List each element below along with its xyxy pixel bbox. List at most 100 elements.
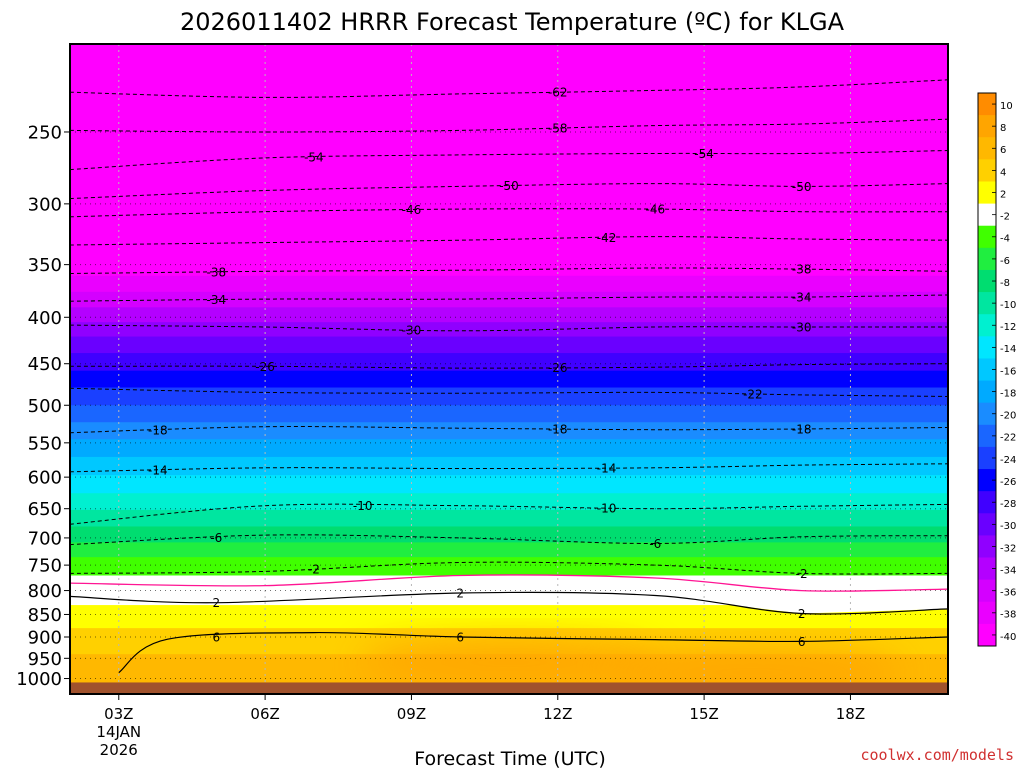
x-tick-label-5-0: 18Z — [836, 705, 865, 723]
temp-band-4 — [70, 322, 948, 338]
contour-line-1 — [70, 118, 948, 133]
contour-line-12 — [70, 463, 948, 473]
gridlines — [70, 44, 948, 683]
axes: 2503003504004505005506006507007508008509… — [16, 43, 949, 759]
colorbar-swatch-1 — [978, 115, 996, 138]
colorbar-swatch-9 — [978, 292, 996, 315]
contour-label-14-1: -6 — [649, 537, 661, 551]
contour-line-17 — [70, 591, 948, 615]
contour-line-15 — [70, 561, 948, 575]
y-tick-label-4: 450 — [28, 354, 62, 375]
contour-label-18-2: 6 — [798, 635, 806, 649]
colorbar-swatch-3 — [978, 159, 996, 182]
colorbar-tick-label-8: -8 — [1000, 278, 1010, 289]
colorbar-tick-label-18: -28 — [1000, 499, 1016, 510]
colorbar-swatch-19 — [978, 513, 996, 536]
temp-band-5 — [70, 336, 948, 354]
contour-label-1-0: -58 — [548, 122, 568, 136]
x-tick-label-2-0: 09Z — [397, 705, 426, 723]
contour-line-13 — [70, 503, 948, 525]
colorbar-tick-label-15: -22 — [1000, 433, 1016, 444]
credit-text: coolwx.com/models — [860, 746, 1014, 764]
contour-line-10 — [70, 387, 948, 397]
x-tick-label-0-2: 2026 — [100, 741, 138, 759]
colorbar-tick-label-24: -40 — [1000, 632, 1016, 643]
contour-label-9-1: -26 — [548, 361, 568, 375]
colorbar-tick-label-17: -26 — [1000, 477, 1016, 488]
contour-label-15-0: -2 — [308, 563, 320, 577]
contour-line-18 — [118, 631, 948, 674]
contour-label-12-1: -14 — [597, 461, 617, 475]
temp-band-17 — [70, 542, 948, 558]
y-tick-label-0: 250 — [28, 122, 62, 143]
plot-frame — [69, 43, 949, 695]
contour-line-3 — [70, 183, 948, 200]
colorbar-tick-label-22: -36 — [1000, 588, 1016, 599]
colorbar-swatch-24 — [978, 623, 996, 647]
contour-label-5-0: -42 — [597, 231, 617, 245]
y-tick-label-13: 900 — [28, 627, 62, 648]
colorbar-tick-label-3: 4 — [1000, 167, 1006, 178]
colorbar-tick-label-4: 2 — [1000, 189, 1006, 200]
colorbar-swatch-14 — [978, 402, 996, 426]
colorbar-swatch-12 — [978, 358, 996, 381]
contour-label-2-0: -54 — [304, 151, 324, 165]
colorbar-tick-label-0: 10 — [1000, 101, 1013, 112]
y-tick-label-3: 400 — [28, 308, 62, 329]
contour-label-3-0: -50 — [499, 179, 519, 193]
temp-band-8 — [70, 387, 948, 406]
colorbar-swatch-4 — [978, 181, 996, 204]
colorbar-tick-label-23: -38 — [1000, 610, 1016, 621]
y-tick-label-10: 750 — [28, 556, 62, 577]
temp-band-7 — [70, 370, 948, 389]
colorbar-tick-label-7: -6 — [1000, 256, 1010, 267]
colorbar-tick-label-11: -14 — [1000, 344, 1016, 355]
colorbar-swatch-22 — [978, 579, 996, 603]
temp-band-14 — [70, 493, 948, 511]
x-tick-label-0-1: 14JAN — [96, 723, 141, 741]
warm-pocket-0 — [359, 640, 659, 685]
temp-band-11 — [70, 439, 948, 458]
temp-band-0 — [70, 44, 948, 277]
contour-label-4-1: -46 — [646, 203, 666, 217]
contour-label-10-0: -22 — [743, 388, 763, 402]
y-tick-label-1: 300 — [28, 194, 62, 215]
colorbar-tick-label-14: -20 — [1000, 411, 1016, 422]
contour-label-17-1: 2 — [456, 587, 464, 601]
contour-label-7-0: -34 — [207, 293, 227, 307]
colorbar-swatch-20 — [978, 535, 996, 558]
contour-label-3-1: -50 — [792, 180, 812, 194]
chart-title: 2026011402 HRRR Forecast Temperature (ºC… — [180, 8, 845, 36]
colorbar-swatch-16 — [978, 446, 996, 470]
temp-band-10 — [70, 422, 948, 440]
contour-label-6-1: -38 — [792, 263, 812, 277]
contour-line-4 — [70, 208, 948, 218]
contour-label-17-0: 2 — [213, 596, 221, 610]
contour-label-0-0: -62 — [548, 86, 568, 100]
contour-label-13-1: -10 — [597, 501, 617, 515]
contour-line-14 — [70, 534, 948, 546]
x-tick-label-0-0: 03Z — [104, 705, 133, 723]
y-tick-label-14: 950 — [28, 649, 62, 670]
temp-band-13 — [70, 475, 948, 494]
ground-surface — [70, 682, 948, 694]
contour-line-7 — [70, 294, 948, 302]
colorbar-tick-label-6: -4 — [1000, 234, 1010, 245]
colorbar-tick-label-5: -2 — [1000, 212, 1010, 223]
y-tick-label-2: 350 — [28, 255, 62, 276]
colorbar-tick-label-19: -30 — [1000, 521, 1016, 532]
contour-label-11-2: -18 — [792, 422, 812, 436]
y-tick-label-7: 600 — [28, 468, 62, 489]
contour-label-13-0: -10 — [353, 499, 373, 513]
colorbar-swatch-11 — [978, 336, 996, 359]
temp-band-3 — [70, 307, 948, 323]
colorbar-tick-label-21: -34 — [1000, 565, 1016, 576]
contour-label-11-0: -18 — [148, 424, 168, 438]
colorbar-tick-label-1: 8 — [1000, 123, 1006, 134]
contour-label-9-0: -26 — [255, 360, 275, 374]
colorbar-swatch-6 — [978, 225, 996, 249]
contour-line-9 — [70, 363, 948, 369]
y-tick-label-9: 700 — [28, 528, 62, 549]
y-tick-label-12: 850 — [28, 605, 62, 626]
